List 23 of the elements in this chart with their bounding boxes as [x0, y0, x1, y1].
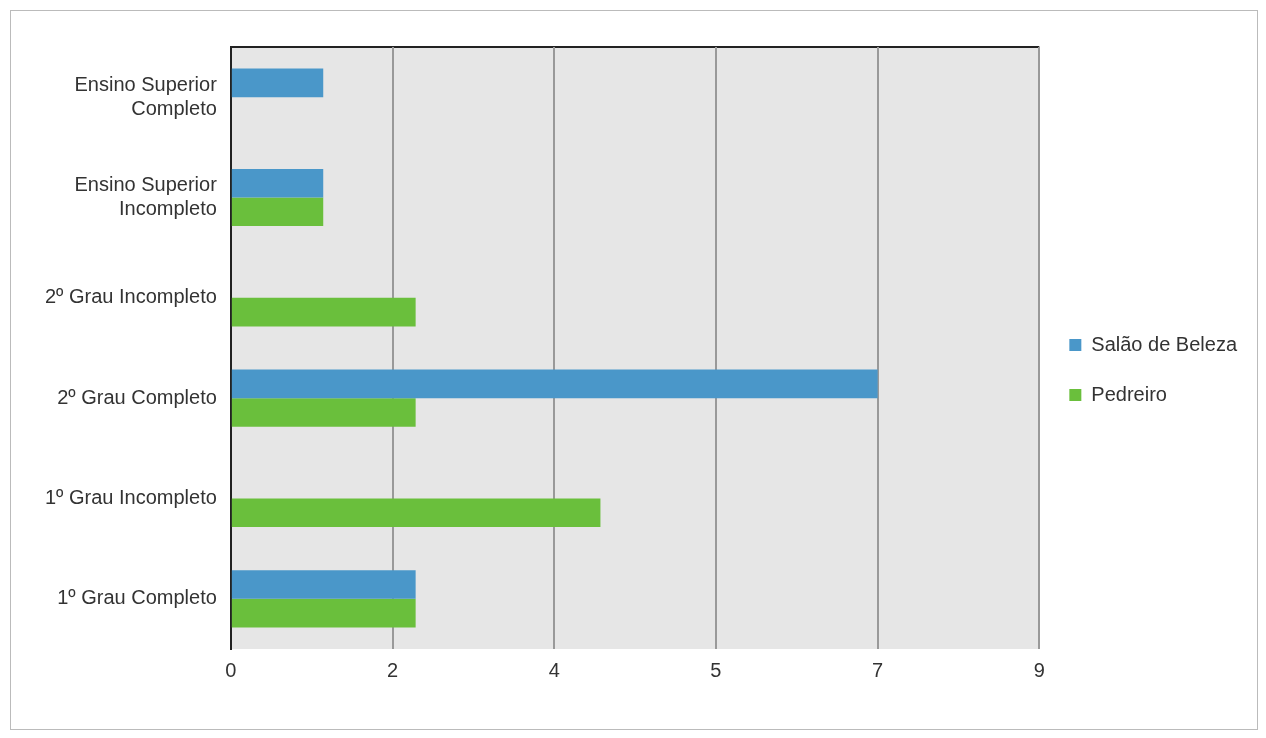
bar [231, 369, 878, 399]
legend-label: Salão de Beleza [1091, 332, 1238, 355]
y-tick-label: Ensino Superior Completo [74, 72, 218, 119]
legend-label: Pedreiro [1091, 382, 1167, 405]
bar [231, 297, 416, 327]
bar [231, 68, 324, 98]
bar [231, 570, 416, 599]
bar [231, 168, 324, 198]
x-tick-label: 5 [710, 658, 722, 681]
bar [231, 398, 416, 427]
y-tick-label: 2º Grau Completo [57, 385, 217, 408]
x-tick-label: 0 [225, 658, 237, 681]
bar [231, 598, 416, 628]
x-tick-label: 4 [548, 658, 560, 681]
y-tick-label: 2º Grau Incompleto [44, 285, 217, 308]
x-tick-label: 7 [872, 658, 884, 681]
bar [231, 197, 324, 227]
bar [231, 498, 601, 528]
x-tick-label: 9 [1033, 658, 1045, 681]
x-tick-label: 2 [386, 658, 399, 681]
y-tick-label: 1º Grau Incompleto [44, 486, 217, 509]
y-tick-label: Ensino Superior Incompleto [74, 173, 218, 220]
y-tick-label: 1º Grau Completo [57, 586, 217, 609]
